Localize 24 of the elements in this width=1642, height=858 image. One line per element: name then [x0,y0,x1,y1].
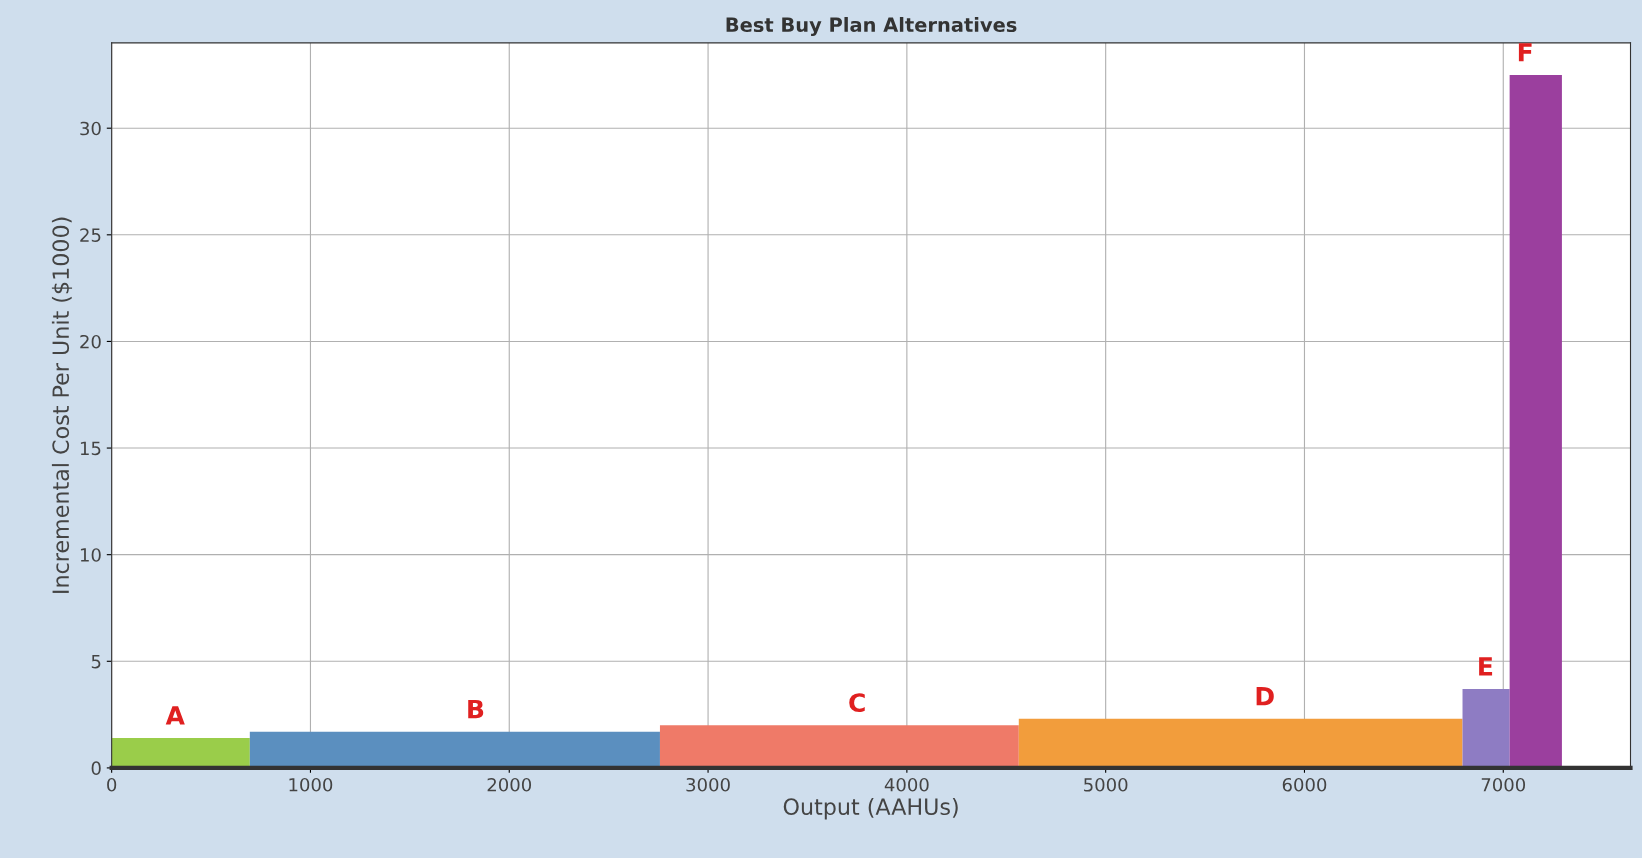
x-tick-label: 0 [107,777,117,792]
x-tick-label: 4000 [884,777,929,792]
annotation: D [1256,687,1274,706]
annotation: C [849,693,865,713]
y-tick-label: 20 [80,334,101,349]
annotation: B [468,699,484,719]
x-tick-label: 6000 [1282,777,1327,792]
y-tick-label: 25 [80,228,101,242]
y-axis-title: Incremental Cost Per Unit ($1000) [51,217,73,593]
y-tick-label: 0 [91,761,101,776]
annotation: A [165,706,185,725]
y-tick-label: 10 [80,548,101,562]
x-tick-label: 1000 [289,777,333,792]
x-tick-label: 3000 [686,777,730,792]
x-tick-label: 5000 [1084,777,1128,792]
y-tick-label: 5 [91,654,101,669]
y-tick-label: 15 [80,441,101,456]
annotation: F [1518,43,1532,62]
x-tick-label: 2000 [487,777,532,792]
x-axis-title: Output (AAHUs) [783,797,958,820]
y-tick-label: 30 [80,121,101,136]
annotation: E [1479,657,1493,676]
x-tick-label: 7000 [1481,777,1526,792]
chart-title: Best Buy Plan Alternatives [726,17,1017,36]
